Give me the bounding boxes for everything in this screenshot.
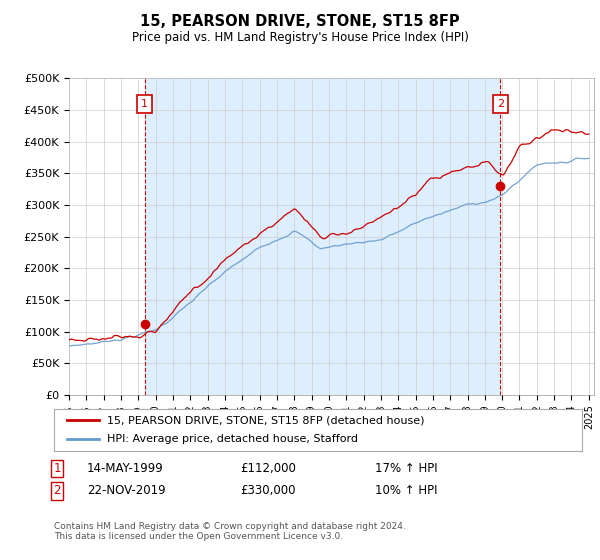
Text: Price paid vs. HM Land Registry's House Price Index (HPI): Price paid vs. HM Land Registry's House … (131, 31, 469, 44)
Text: 2: 2 (53, 484, 61, 497)
Text: 17% ↑ HPI: 17% ↑ HPI (375, 462, 437, 475)
Text: 15, PEARSON DRIVE, STONE, ST15 8FP (detached house): 15, PEARSON DRIVE, STONE, ST15 8FP (deta… (107, 415, 424, 425)
Text: 14-MAY-1999: 14-MAY-1999 (87, 462, 164, 475)
Text: 10% ↑ HPI: 10% ↑ HPI (375, 484, 437, 497)
Text: 15, PEARSON DRIVE, STONE, ST15 8FP: 15, PEARSON DRIVE, STONE, ST15 8FP (140, 14, 460, 29)
Text: £112,000: £112,000 (240, 462, 296, 475)
Text: 1: 1 (141, 99, 148, 109)
Text: 1: 1 (53, 462, 61, 475)
Text: £330,000: £330,000 (240, 484, 296, 497)
Text: 2: 2 (497, 99, 504, 109)
Text: Contains HM Land Registry data © Crown copyright and database right 2024.
This d: Contains HM Land Registry data © Crown c… (54, 522, 406, 542)
Text: HPI: Average price, detached house, Stafford: HPI: Average price, detached house, Staf… (107, 435, 358, 445)
Bar (145, 78, 500, 395)
Text: 22-NOV-2019: 22-NOV-2019 (87, 484, 166, 497)
